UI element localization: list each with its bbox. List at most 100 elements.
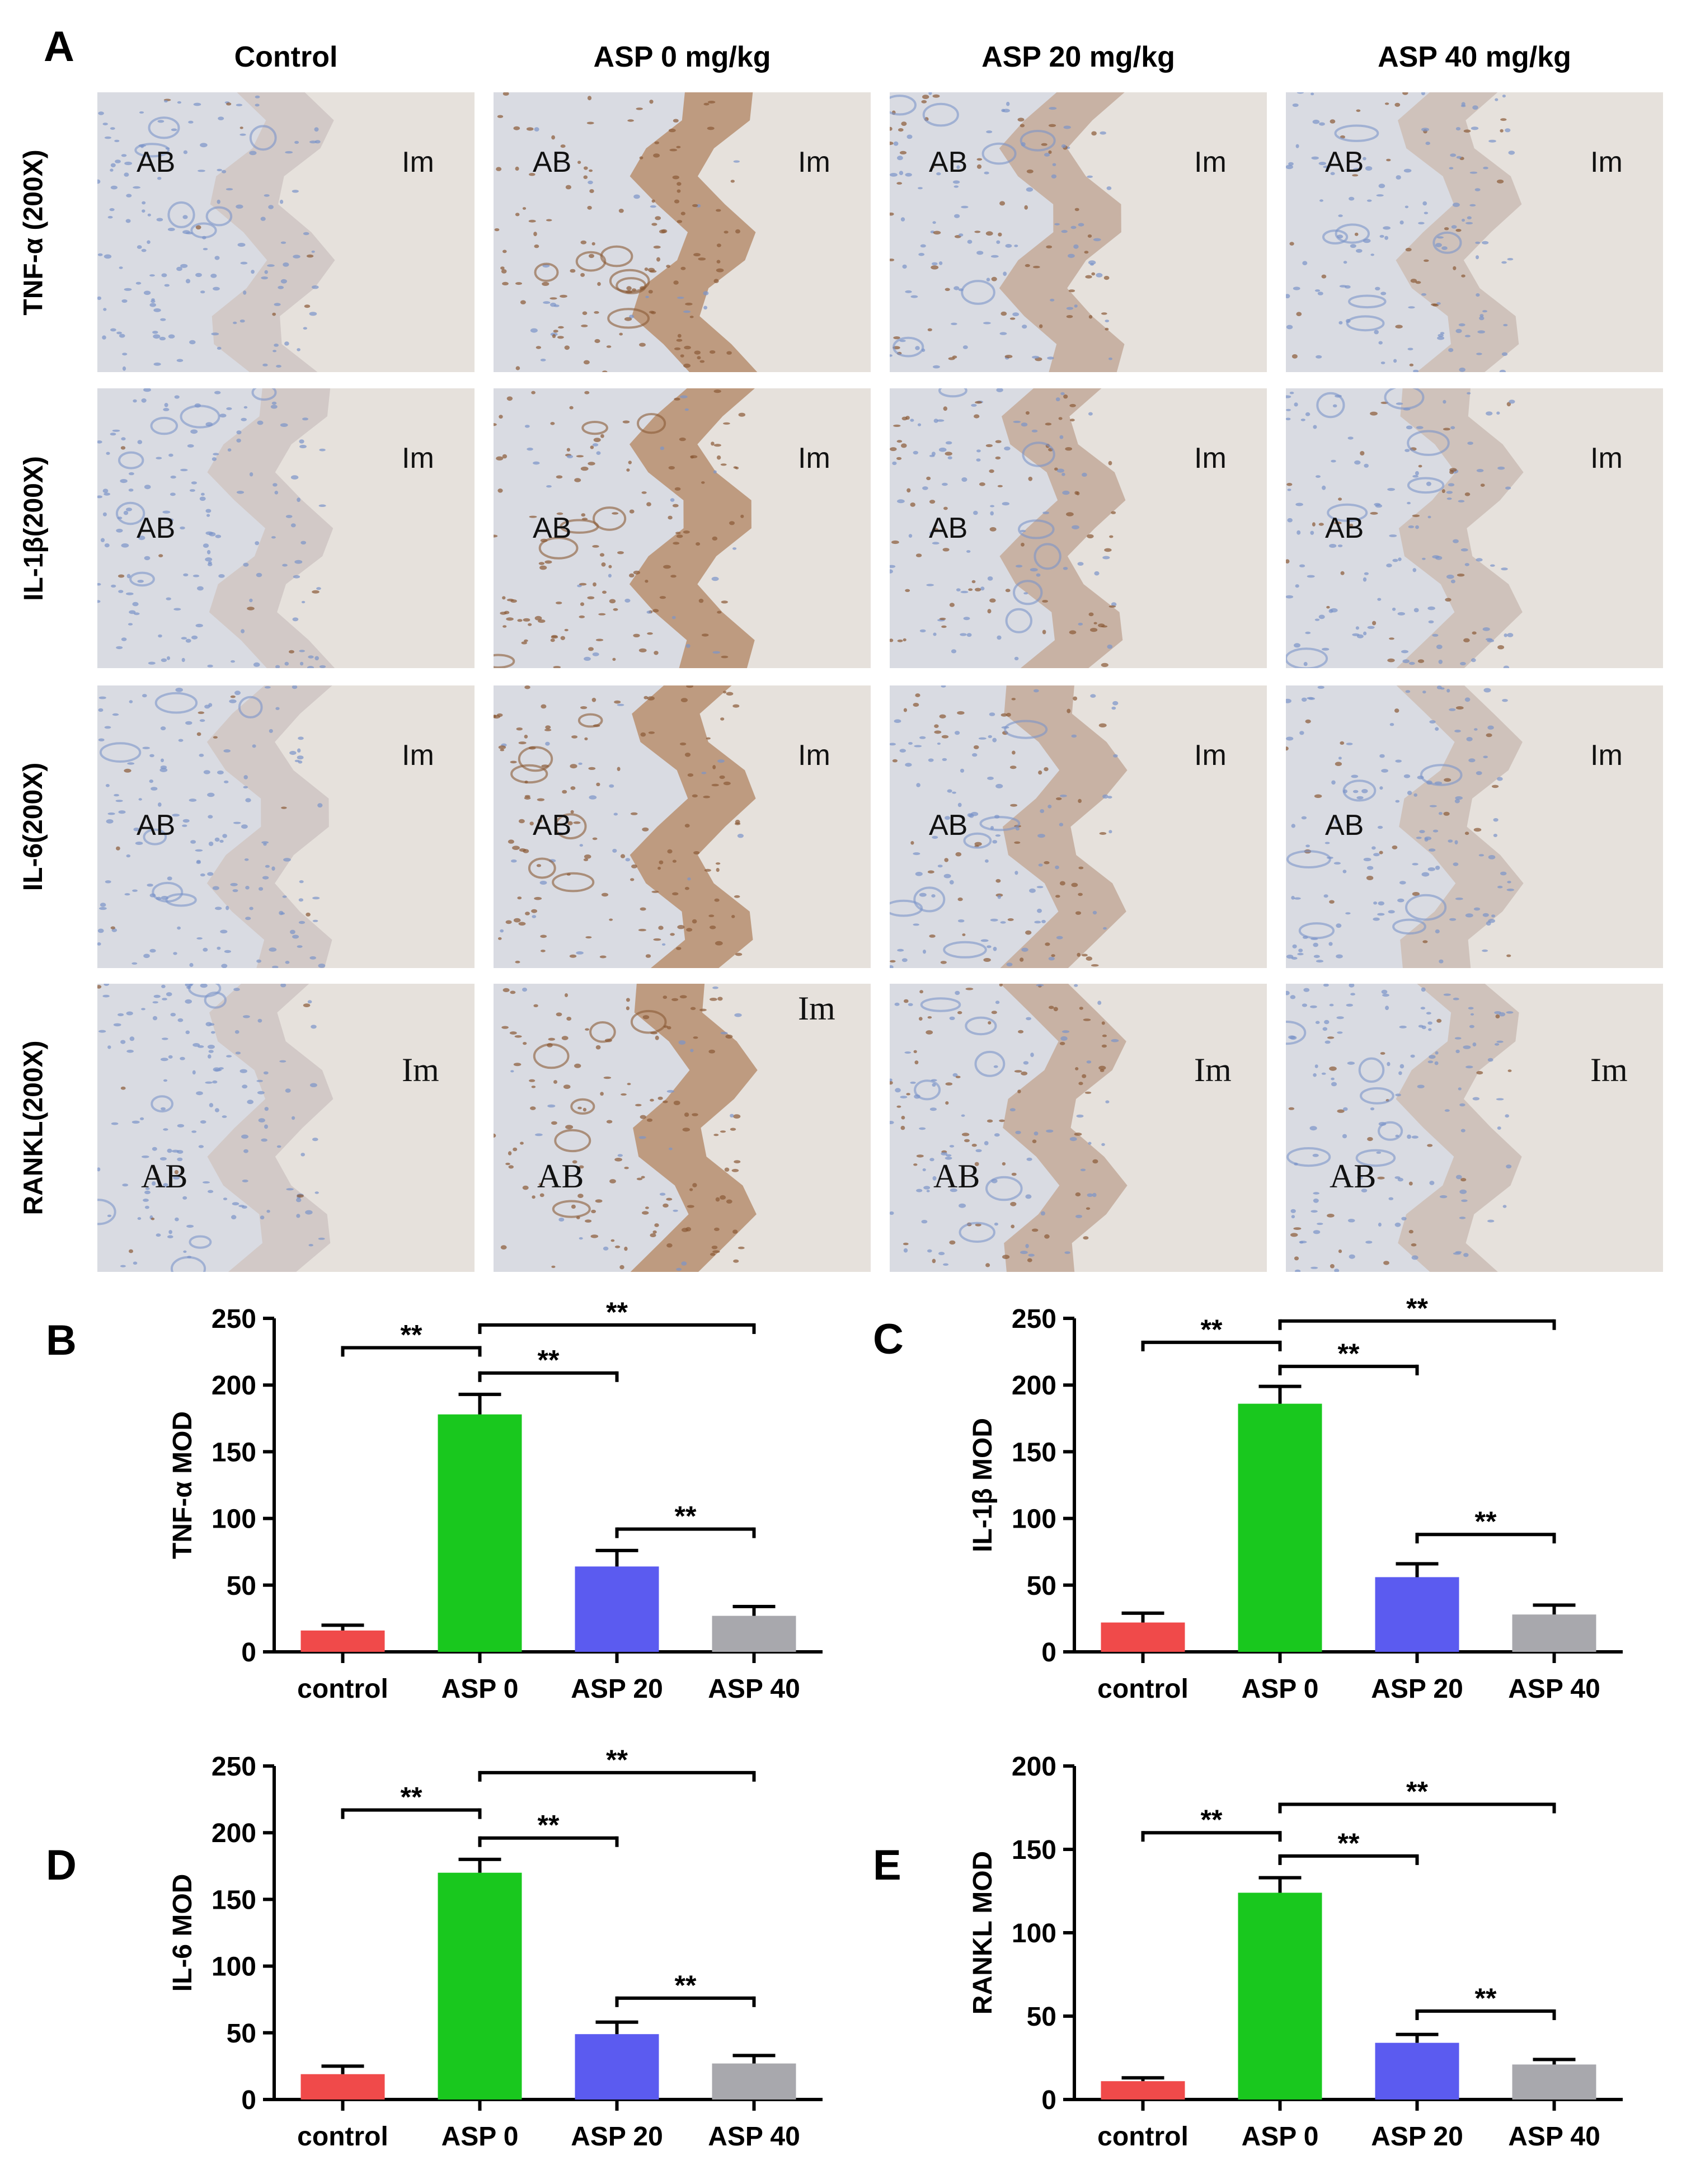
stained-interface <box>1396 685 1524 968</box>
bone-area <box>97 984 333 1272</box>
significance-label: ** <box>606 1298 628 1328</box>
bar-control <box>300 2074 385 2100</box>
implant-label: Im <box>1194 442 1227 475</box>
chart-il6-mod: 0 50 100 150 200 250 IL-6 MOD control ASP 0 ASP 2… <box>168 1746 823 2152</box>
implant-label: Im <box>1590 442 1623 475</box>
bar-asp-0 <box>438 1414 522 1652</box>
y-tick-label: 150 <box>212 1885 256 1915</box>
stained-interface <box>1396 984 1522 1272</box>
implant-label: Im <box>798 990 835 1027</box>
significance-label: ** <box>538 1345 560 1376</box>
y-tick-label: 0 <box>241 1638 256 1668</box>
significance-label: ** <box>606 1746 628 1776</box>
column-header-asp0: ASP 0 mg/kg <box>593 41 771 73</box>
x-tick-label: control <box>1097 2122 1189 2152</box>
x-tick-label: ASP 20 <box>571 2122 663 2152</box>
y-axis-label: IL-6 MOD <box>168 1874 198 1992</box>
row-header-il6-text: IL-6(200X) <box>18 762 49 891</box>
micrograph-il6-control: AB Im <box>97 685 475 968</box>
panel-label-b: B <box>46 1317 77 1364</box>
bar-asp-20 <box>1375 1577 1459 1652</box>
micrograph-tnf-asp40: AB Im <box>1286 92 1663 372</box>
significance-label: ** <box>1201 1804 1223 1835</box>
x-tick-label: ASP 0 <box>441 2122 519 2152</box>
y-tick-label: 0 <box>1041 1638 1056 1668</box>
micrograph-il6-asp40: AB Im <box>1286 685 1663 968</box>
bar-asp-20 <box>575 1566 659 1652</box>
y-tick-label: 150 <box>1012 1835 1056 1865</box>
bar-asp-0 <box>438 1872 522 2100</box>
column-header-asp20: ASP 20 mg/kg <box>981 41 1175 73</box>
bone-label: AB <box>533 809 572 842</box>
bone-area <box>890 984 1128 1272</box>
micrograph-il1b-asp0: AB Im <box>494 388 871 668</box>
x-tick-label: ASP 20 <box>1371 2122 1463 2152</box>
micrograph-image <box>494 685 871 968</box>
x-tick-label: ASP 20 <box>571 1674 663 1704</box>
bar-asp-20 <box>1375 2042 1459 2100</box>
stained-interface <box>630 92 758 372</box>
bone-label: AB <box>1325 809 1364 842</box>
micrograph-image <box>494 984 871 1272</box>
bone-label: AB <box>929 146 968 179</box>
micrograph-rankl-control: AB Im <box>97 984 475 1272</box>
micrograph-tnf-asp20: AB Im <box>890 92 1267 372</box>
bar-asp-40 <box>712 1615 796 1652</box>
implant-label: Im <box>798 739 830 772</box>
y-tick-label: 250 <box>212 1304 256 1334</box>
implant-label: Im <box>402 739 434 772</box>
bone-label: AB <box>141 1158 188 1195</box>
implant-label: Im <box>1590 739 1623 772</box>
row-header-il1b: IL-1β(200X) <box>0 388 67 668</box>
implant-label: Im <box>1194 1051 1232 1088</box>
bone-label: AB <box>929 512 968 544</box>
micrograph-image <box>494 388 871 668</box>
y-tick-label: 250 <box>212 1752 256 1782</box>
micrograph-rankl-asp40: AB Im <box>1286 984 1663 1272</box>
row-header-rankl-text: RANKL(200X) <box>18 1040 49 1215</box>
stained-interface <box>630 685 756 968</box>
significance-label: ** <box>401 1782 422 1813</box>
micrograph-image <box>1286 92 1663 372</box>
y-tick-label: 50 <box>1027 2002 1056 2032</box>
bone-label: AB <box>929 809 968 842</box>
x-tick-label: ASP 0 <box>441 1674 519 1704</box>
implant-label: Im <box>798 442 830 475</box>
y-tick-label: 200 <box>1012 1752 1056 1782</box>
micrograph-image <box>97 984 475 1272</box>
y-tick-label: 250 <box>1012 1304 1056 1334</box>
column-header-asp40: ASP 40 mg/kg <box>1378 41 1571 73</box>
panel-label-a: A <box>44 23 74 71</box>
bone-label: AB <box>137 809 176 842</box>
y-tick-label: 100 <box>212 1505 256 1534</box>
micrograph-image <box>1286 685 1663 968</box>
row-header-rankl: RANKL(200X) <box>0 984 67 1272</box>
significance-label: ** <box>1406 1298 1428 1324</box>
column-header-control: Control <box>234 41 338 73</box>
implant-label: Im <box>798 146 830 179</box>
panel-label-e: E <box>873 1842 901 1889</box>
bar-control <box>1101 1622 1185 1652</box>
bar-control <box>1101 2081 1185 2100</box>
x-tick-label: ASP 0 <box>1242 2122 1319 2152</box>
y-axis-label: TNF-α MOD <box>168 1411 198 1559</box>
stained-interface <box>1000 685 1128 968</box>
micrograph-image <box>890 388 1267 668</box>
chart-tnf-mod: 0 50 100 150 200 250 TNF-α MOD control ASP 0 ASP … <box>168 1298 823 1704</box>
row-header-tnf-text: TNF-α (200X) <box>18 149 49 316</box>
bone-label: AB <box>1325 146 1364 179</box>
bone-area <box>1286 685 1524 968</box>
micrograph-image <box>1286 388 1663 668</box>
stained-interface <box>207 984 333 1272</box>
y-tick-label: 0 <box>1041 2086 1056 2115</box>
significance-label: ** <box>538 1810 560 1841</box>
micrograph-il6-asp20: AB Im <box>890 685 1267 968</box>
y-tick-label: 150 <box>1012 1438 1056 1467</box>
bar-asp-0 <box>1238 1403 1322 1652</box>
micrograph-image <box>890 685 1267 968</box>
significance-label: ** <box>675 1970 697 2001</box>
chart-il1b-mod: 0 50 100 150 200 250 IL-1β MOD control ASP 0 ASP … <box>968 1298 1623 1704</box>
bone-label: AB <box>933 1158 980 1195</box>
significance-label: ** <box>1338 1828 1360 1859</box>
bar-control <box>300 1630 385 1652</box>
